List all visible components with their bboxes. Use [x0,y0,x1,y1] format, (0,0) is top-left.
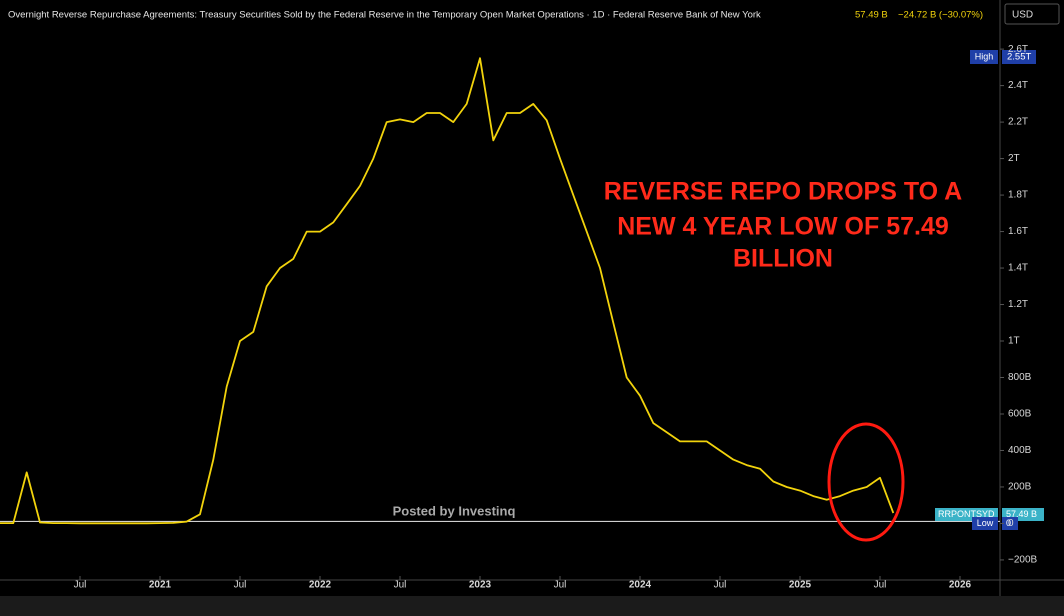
annotation: BILLION [733,245,833,273]
x-tick-label: Jul [874,580,887,591]
x-tick-label: 2021 [149,580,172,591]
x-tick-label: Jul [394,580,407,591]
high-badge [1002,50,1036,64]
y-tick-label: 400B [1008,445,1032,456]
chart-title: Overnight Reverse Repurchase Agreements:… [8,10,761,21]
y-tick-label: 1.4T [1008,263,1028,274]
y-tick-label: 1.8T [1008,190,1028,201]
low-badge [972,517,998,530]
y-tick-label: 1.6T [1008,226,1028,237]
y-tick-label: 2.6T [1008,44,1028,55]
low-badge [1002,517,1018,530]
annotation: REVERSE REPO DROPS TO A [604,178,962,206]
low-label: Low [977,518,994,528]
currency: USD [1012,10,1033,21]
currency-box [1004,3,1060,25]
y-tick-label: 200B [1008,482,1032,493]
annotation: NEW 4 YEAR LOW OF 57.49 [617,213,949,241]
y-tick-label: −200B [1008,555,1038,566]
change: −24.72 B (−30.07%) [898,10,983,21]
x-tick-label: Jul [234,580,247,591]
x-tick-label: 2026 [949,580,972,591]
y-tick-label: 2T [1008,153,1020,164]
watermark: Posted by Investinq [393,503,516,518]
high-label: High [975,51,994,61]
low-value: 0 [1006,518,1011,528]
x-tick-label: Jul [74,580,87,591]
series-value: 57.49 B [1006,509,1037,519]
high-value: 2.55T [1007,52,1031,63]
plot [0,57,1000,525]
y-tick-label: 1T [1008,336,1020,347]
x-tick-label: 2024 [629,580,652,591]
x-tick-label: 2022 [309,580,332,591]
x-tick-label: 2025 [789,580,812,591]
y-tick-label: 800B [1008,372,1032,383]
x-tick-label: 2023 [469,580,492,591]
highlight-circle [827,422,905,542]
x-tick-label: Jul [554,580,567,591]
y-tick-label: 2.2T [1008,117,1028,128]
last-value: 57.49 B [855,10,888,21]
y-tick-label: 2.4T [1008,80,1028,91]
high-badge [970,50,998,64]
y-tick-label: 1.2T [1008,299,1028,310]
series-label: RRPONTSYD [938,509,995,519]
y-tick-label: 0 [1008,518,1014,529]
bottom-bar [0,596,1064,616]
x-tick-label: Jul [714,580,727,591]
y-tick-label: 600B [1008,409,1032,420]
line-series [0,57,895,525]
